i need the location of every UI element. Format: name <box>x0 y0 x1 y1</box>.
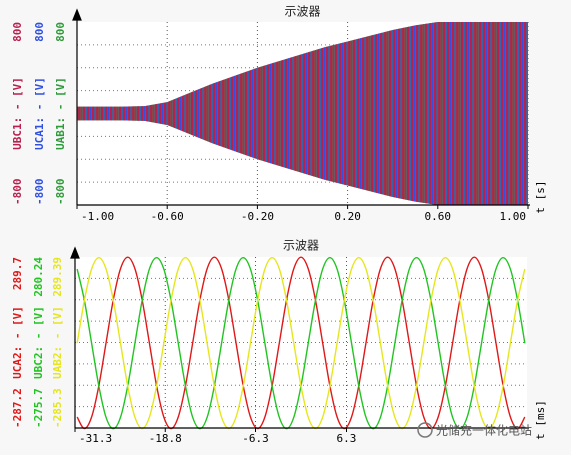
x-tick-label: 0.60 <box>425 210 452 223</box>
y-tick-label: -800 <box>11 179 24 206</box>
y-axis-label: UCA1: - [V] <box>33 77 46 150</box>
axes <box>70 8 530 429</box>
chart-title: 示波器 <box>283 239 319 253</box>
plot-pattern <box>75 44 528 408</box>
y-tick-label: -285.3 <box>51 388 64 428</box>
x-tick-label: 6.3 <box>337 432 357 445</box>
envelope-band <box>77 22 528 114</box>
wave <box>76 256 526 430</box>
x-tick-label: -1.00 <box>81 210 114 223</box>
y-axis-label: UAB1: - [V] <box>54 77 67 150</box>
envelope-band <box>77 113 528 205</box>
x-tick-label: -31.3 <box>79 432 112 445</box>
y-tick-label: -800 <box>54 179 67 206</box>
y-axis-label: UCA2: - [V] <box>11 306 24 379</box>
x-tick-label: -6.3 <box>242 432 269 445</box>
y-tick-label: 800 <box>54 22 67 42</box>
y-tick-label: 289.7 <box>11 257 24 290</box>
wave <box>76 257 526 430</box>
y-axis-label: UAB2: - [V] <box>51 306 64 379</box>
y-tick-label: 800 <box>11 22 24 42</box>
chart-title: 示波器 <box>284 5 320 19</box>
y-axis-label: UBC1: - [V] <box>11 77 24 150</box>
x-axis-label: t [ms] <box>534 400 547 440</box>
y-tick-label: -800 <box>33 179 46 206</box>
x-tick-label: -0.20 <box>241 210 274 223</box>
x-tick-label: 1.00 <box>500 210 527 223</box>
x-axis-label: t [s] <box>534 180 547 213</box>
y-tick-label: 289.39 <box>51 257 64 297</box>
y-tick-label: -287.2 <box>11 388 24 428</box>
y-tick-label: 800 <box>33 22 46 42</box>
y-tick-label: -275.7 <box>32 388 45 428</box>
y-tick-label: 280.24 <box>32 257 45 297</box>
watermark-text: 光储充一体化电站 <box>436 423 532 438</box>
x-tick-label: -18.8 <box>149 432 182 445</box>
charts: 示波器 -1.00 -0.60 -0.20 0.20 0.60 1.00 t [s] UBC1:… <box>11 5 547 446</box>
y-axis-label: UBC2: - [V] <box>32 306 45 379</box>
x-tick-label: 0.20 <box>334 210 361 223</box>
x-tick-label: -0.60 <box>151 210 184 223</box>
watermark: 光储充一体化电站 <box>417 422 532 438</box>
